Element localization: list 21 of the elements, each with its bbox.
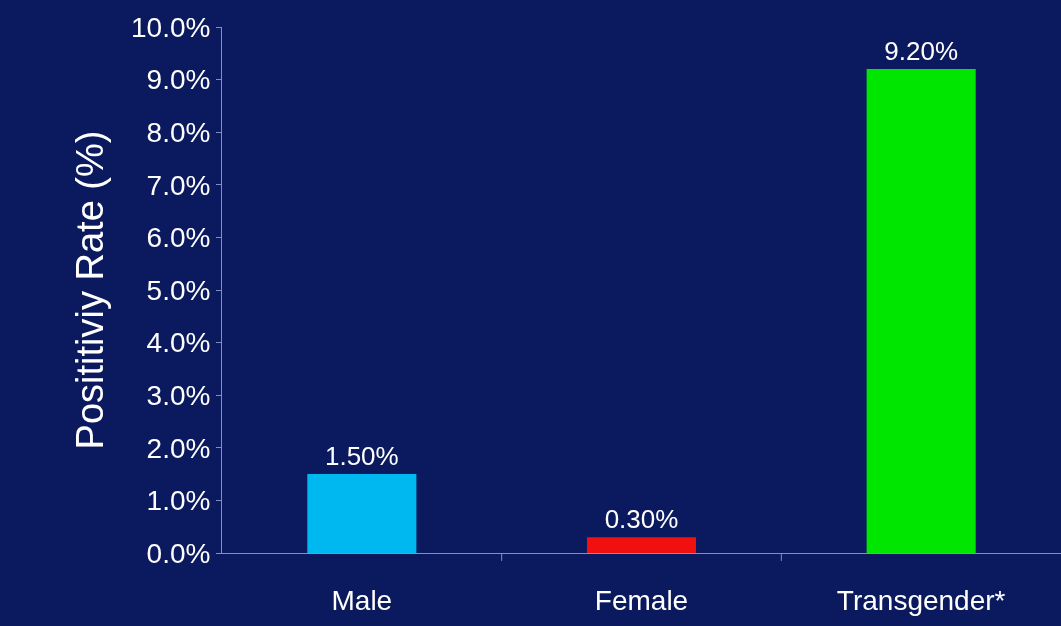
y-tick-label: 9.0% <box>146 64 211 96</box>
y-tick-label: 8.0% <box>146 117 211 148</box>
y-tick-label: 5.0% <box>146 274 211 306</box>
data-label: 9.20% <box>884 36 959 67</box>
bar <box>866 69 976 553</box>
y-tick-label: 3.0% <box>146 380 211 411</box>
bar <box>307 474 417 553</box>
x-tick-label: Male <box>331 584 393 616</box>
x-tick-label: Transgender* <box>836 584 1006 616</box>
y-tick-label: 0.0% <box>146 537 211 569</box>
y-tick-label: 2.0% <box>146 432 211 464</box>
y-tick-label: 10.0% <box>130 11 211 43</box>
x-tick-label: Female <box>594 584 689 616</box>
data-label: 1.50% <box>324 441 399 472</box>
y-tick-label: 4.0% <box>146 327 211 359</box>
y-axis-title: Posititiviy Rate (%) <box>69 130 112 450</box>
bar <box>586 537 697 553</box>
y-tick-label: 6.0% <box>146 222 211 254</box>
y-tick-label: 1.0% <box>146 485 211 517</box>
data-label: 0.30% <box>604 504 679 535</box>
y-tick-label: 7.0% <box>146 169 211 201</box>
